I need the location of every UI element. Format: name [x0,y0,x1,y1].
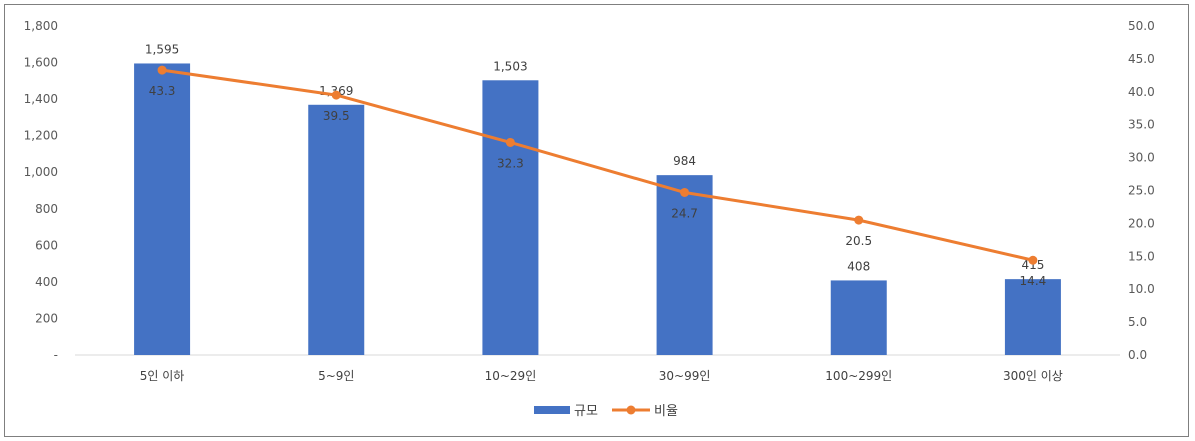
category-label: 5~9인 [318,369,354,383]
category-label: 10~29인 [485,369,537,383]
left-axis-tick-label: 1,200 [24,129,58,143]
line-data-label: 24.7 [671,206,698,220]
left-axis-tick-label: 200 [35,311,58,325]
right-axis-tick-label: 10.0 [1128,282,1155,296]
bar [830,280,887,355]
line-data-label: 39.5 [323,109,350,123]
category-label: 30~99인 [659,369,711,383]
line-point [1028,255,1038,265]
left-axis-tick-label: 1,400 [24,92,58,106]
right-axis-tick-label: 0.0 [1128,348,1147,362]
legend-label: 비율 [654,404,678,419]
right-axis-tick-label: 25.0 [1128,184,1155,198]
rate-series-line [160,68,1035,262]
right-axis-tick-label: 20.0 [1128,216,1155,230]
line-data-label: 43.3 [149,84,176,98]
bar [134,63,191,355]
line-point [854,215,864,225]
line-point [680,187,690,197]
line-point [331,90,341,100]
category-label: 5인 이하 [140,369,185,383]
line-data-label: 14.4 [1020,274,1047,288]
bar [308,104,365,355]
legend-label: 규모 [574,404,598,419]
left-axis-tick-label: 400 [35,275,58,289]
left-axis-tick-label: 1,800 [24,19,58,33]
line-point [157,65,167,75]
left-axis-tick-label: 800 [35,202,58,216]
legend-swatch-marker [626,405,636,415]
bar-data-label: 984 [673,154,696,168]
line-data-label: 20.5 [845,234,872,248]
right-axis-tick-label: 45.0 [1128,52,1155,66]
left-axis-tick-label: 600 [35,238,58,252]
right-axis-tick-label: 40.0 [1128,85,1155,99]
right-axis-tick-label: 15.0 [1128,249,1155,263]
right-axis-tick-label: 50.0 [1128,19,1155,33]
line-data-label: 32.3 [497,156,524,170]
legend-swatch-bar [534,406,570,414]
category-label: 100~299인 [825,369,892,383]
left-axis-tick-label: - [54,348,58,362]
left-axis-tick-label: 1,000 [24,165,58,179]
bar-data-label: 1,503 [493,59,527,73]
right-axis-tick-label: 35.0 [1128,118,1155,132]
bar-data-label: 408 [847,259,870,273]
bar-data-label: 415 [1021,258,1044,272]
left-axis-tick-label: 1,600 [24,56,58,70]
bar-data-label: 1,595 [145,42,179,56]
bar [656,175,713,355]
right-axis-tick-label: 5.0 [1128,315,1147,329]
line-point [505,137,515,147]
bar [482,80,539,355]
category-label: 300인 이상 [1003,369,1063,383]
right-axis-tick-label: 30.0 [1128,151,1155,165]
bar [1004,279,1061,355]
